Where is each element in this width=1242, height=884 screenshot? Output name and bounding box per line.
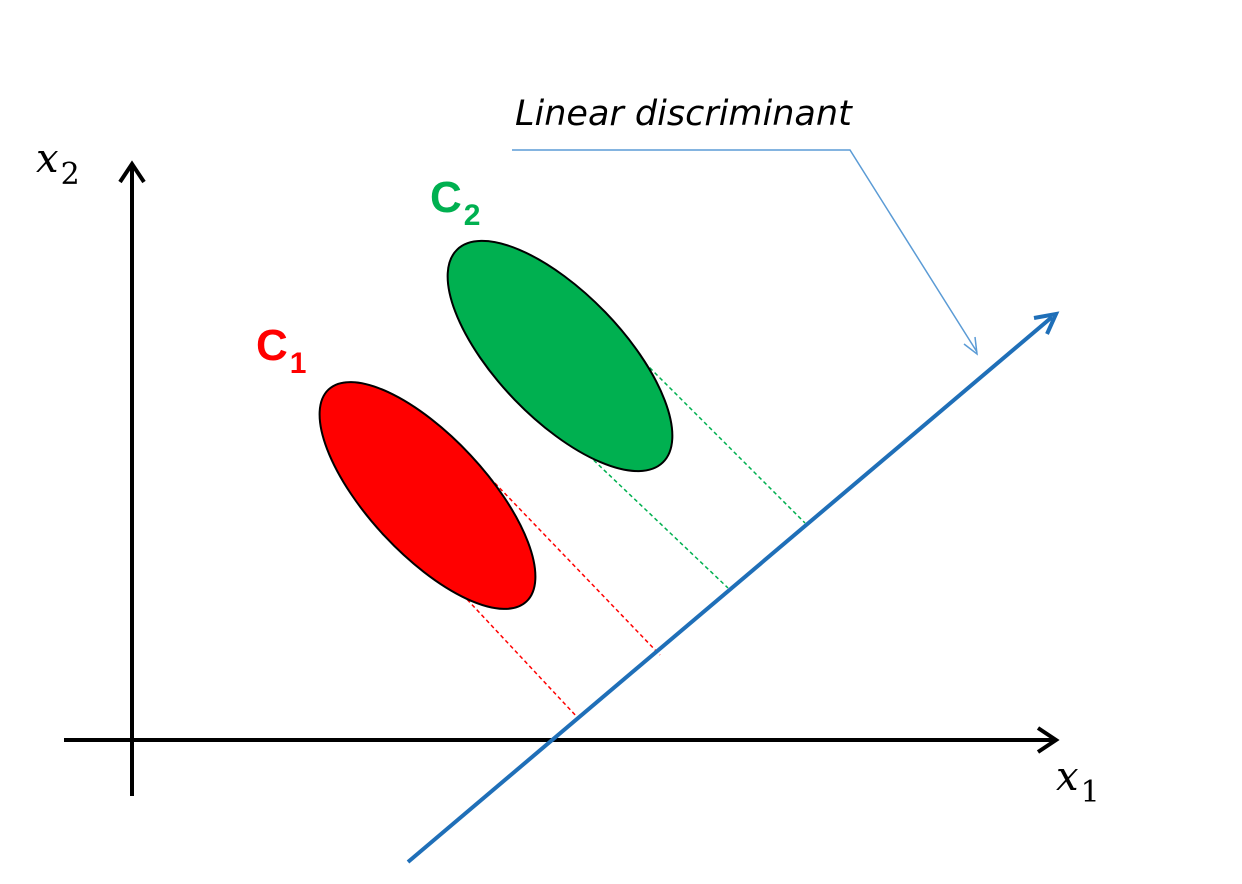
- x-axis-label: x1: [1056, 754, 1100, 810]
- x-axis: [64, 726, 1060, 754]
- c2-label: C2: [430, 173, 480, 232]
- annotation-pointer: [512, 149, 978, 356]
- discriminant-line: [406, 311, 1060, 864]
- c1-label: C1: [256, 321, 306, 380]
- c2-ellipse: [446, 239, 674, 473]
- discriminant-label: Linear discriminant: [515, 94, 853, 134]
- y-axis-label: x2: [36, 136, 80, 192]
- y-axis: [118, 160, 146, 796]
- c1-ellipse: [318, 381, 537, 610]
